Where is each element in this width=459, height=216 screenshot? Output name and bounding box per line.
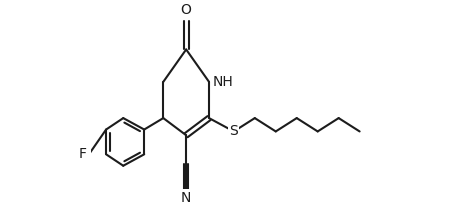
Text: S: S bbox=[229, 124, 238, 138]
Text: O: O bbox=[180, 3, 191, 17]
Text: NH: NH bbox=[213, 75, 233, 89]
Text: F: F bbox=[79, 147, 87, 161]
Text: N: N bbox=[180, 191, 191, 205]
